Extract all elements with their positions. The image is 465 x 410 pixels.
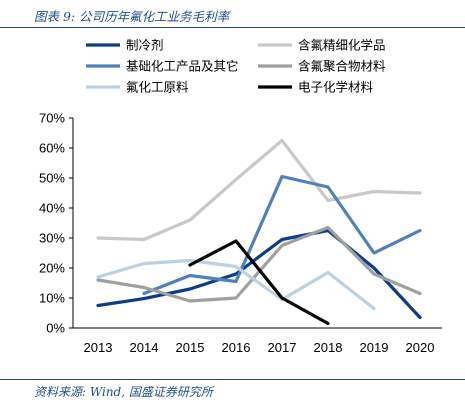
title-divider (0, 27, 465, 28)
figure-source: 资料来源: Wind, 国盛证券研究所 (34, 385, 213, 399)
y-tick-label: 50% (39, 171, 65, 186)
series-5 (96, 258, 376, 311)
series-line (188, 239, 330, 326)
x-tick-label: 2014 (130, 340, 159, 355)
x-tick-label: 2020 (406, 340, 435, 355)
x-axis: 2013 2014 2015 2016 2017 2018 2019 2020 (73, 327, 442, 355)
legend-item-5: 氟化工原料 (86, 80, 189, 95)
figure-title: 图表 9: 公司历年氟化工业务毛利率 (34, 9, 230, 24)
x-tick-label: 2013 (84, 340, 113, 355)
y-axis: 0% 10% 20% 30% 40% 50% 60% 70% (39, 111, 74, 336)
legend-item-6: 电子化学材料 (258, 80, 374, 95)
legend-item-3: 基础化工产品及其它 (86, 59, 239, 74)
legend-item-1: 制冷剂 (86, 38, 164, 53)
y-tick-label: 0% (46, 321, 65, 336)
x-tick-label: 2018 (314, 340, 343, 355)
legend-label: 氟化工原料 (126, 80, 189, 95)
legend-label: 电子化学材料 (298, 80, 374, 95)
legend-label: 含氟聚合物材料 (298, 59, 386, 74)
series-3 (142, 174, 422, 296)
y-tick-label: 30% (39, 231, 65, 246)
legend-label: 基础化工产品及其它 (126, 59, 239, 74)
source-divider (0, 379, 465, 380)
series-line (96, 258, 376, 311)
legend-item-2: 含氟精细化学品 (258, 38, 386, 53)
plot-area (96, 138, 422, 326)
y-tick-label: 70% (39, 111, 65, 126)
y-tick-label: 10% (39, 291, 65, 306)
series-line (96, 138, 422, 242)
x-tick-label: 2017 (268, 340, 297, 355)
legend-item-4: 含氟聚合物材料 (258, 59, 386, 74)
series-line (96, 228, 422, 320)
x-tick-label: 2019 (360, 340, 389, 355)
series-line (142, 174, 422, 296)
y-tick-label: 40% (39, 201, 65, 216)
legend-label: 含氟精细化学品 (298, 38, 386, 53)
y-tick-label: 60% (39, 141, 65, 156)
series-2 (96, 138, 422, 242)
legend-label: 制冷剂 (126, 38, 164, 53)
series-6 (188, 239, 330, 326)
x-tick-label: 2016 (222, 340, 251, 355)
x-tick-label: 2015 (176, 340, 205, 355)
y-tick-label: 20% (39, 261, 65, 276)
series-1 (96, 228, 422, 320)
